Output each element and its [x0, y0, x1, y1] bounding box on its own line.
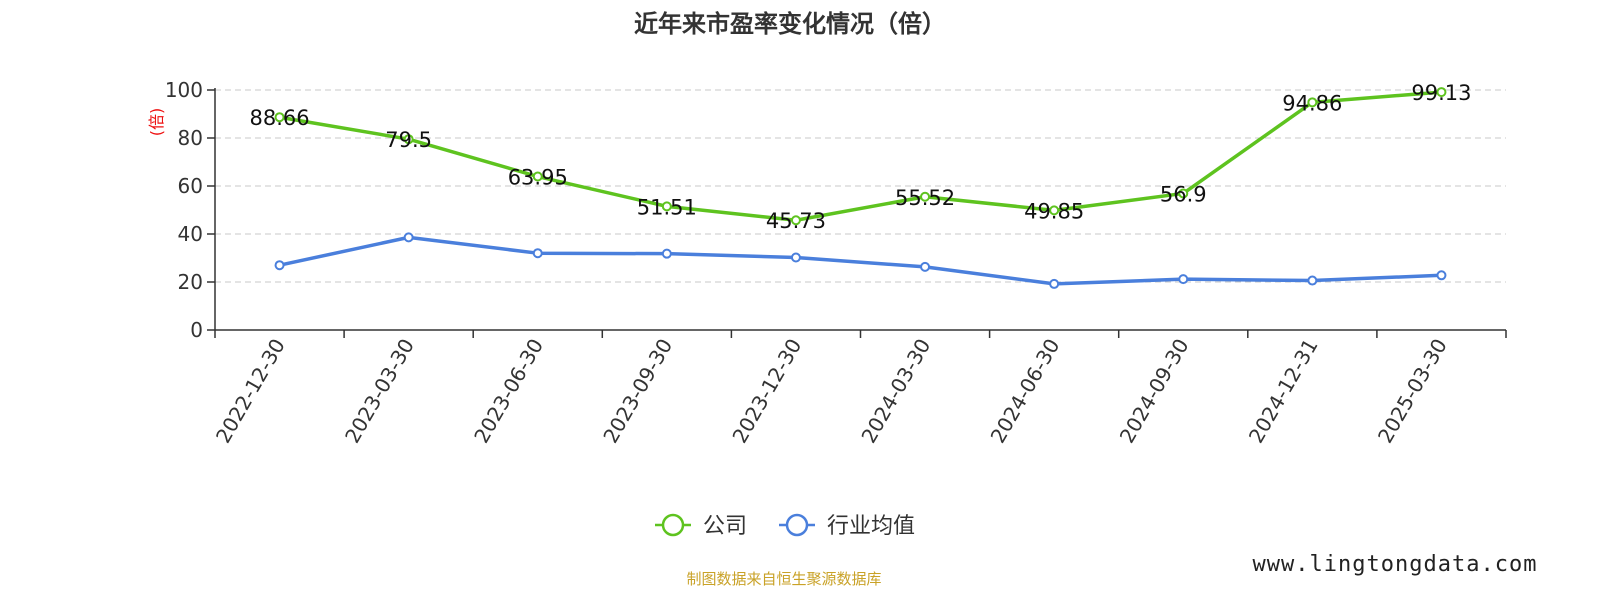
x-tick-label: 2024-03-30	[856, 335, 935, 448]
data-point	[1436, 270, 1447, 281]
data-point	[403, 232, 414, 243]
data-point	[1307, 97, 1318, 108]
legend-marker	[661, 513, 685, 537]
data-point	[1178, 188, 1189, 199]
series-line-1	[279, 235, 1442, 286]
x-tick-label: 2024-06-30	[986, 335, 1065, 448]
y-tick-label: 0	[190, 318, 203, 342]
x-tick-label: 2023-12-30	[727, 335, 806, 448]
data-point	[274, 112, 285, 123]
y-tick-label: 80	[178, 126, 203, 150]
data-point	[1307, 275, 1318, 286]
data-point	[1436, 87, 1447, 98]
y-tick-label: 40	[178, 222, 203, 246]
data-label: 79.5	[385, 128, 432, 152]
data-point	[790, 252, 801, 263]
data-point	[661, 201, 672, 212]
x-tick-label: 2024-12-31	[1244, 335, 1323, 448]
data-point	[532, 171, 543, 182]
x-tick-label: 2025-03-30	[1373, 335, 1452, 448]
data-label: 56.9	[1160, 182, 1207, 206]
data-label: 55.52	[895, 186, 955, 210]
data-label: 51.51	[637, 195, 697, 219]
data-label: 99.13	[1411, 81, 1471, 105]
y-tick-label: 20	[178, 270, 203, 294]
legend: 公司 行业均值	[655, 513, 915, 539]
y-tick-label: 60	[178, 174, 203, 198]
watermark: www.lingtongdata.com	[1253, 552, 1538, 577]
x-tick-label: 2023-03-30	[340, 335, 419, 448]
data-labels: 88.66 79.5 63.95 51.51 45.73 55.52 49.85 56.9 94…	[249, 81, 1471, 233]
data-point	[532, 248, 543, 259]
legend-label: 公司	[703, 514, 747, 539]
series-lines	[274, 87, 1447, 289]
data-point	[1049, 205, 1060, 216]
series-line-0	[279, 90, 1442, 222]
data-point	[920, 191, 931, 202]
data-point	[274, 260, 285, 271]
x-tick-label: 2022-12-30	[211, 335, 290, 448]
data-label: 94.86	[1282, 91, 1342, 115]
source-note: 制图数据来自恒生聚源数据库	[686, 570, 881, 588]
y-axis-label: (倍)	[147, 108, 166, 137]
data-point	[920, 261, 931, 272]
legend-label: 行业均值	[827, 514, 915, 539]
data-point	[790, 215, 801, 226]
data-point	[1178, 274, 1189, 285]
data-label: 88.66	[249, 106, 309, 130]
x-tick-label: 2024-09-30	[1115, 335, 1194, 448]
data-label: 63.95	[508, 166, 568, 190]
chart-title: 近年来市盈率变化情况（倍）	[634, 10, 946, 38]
data-point	[661, 248, 672, 259]
y-tick-label: 100	[165, 78, 203, 102]
data-label: 45.73	[766, 209, 826, 233]
data-point	[403, 134, 414, 145]
x-tick-label: 2023-09-30	[598, 335, 677, 448]
legend-marker	[785, 513, 809, 537]
data-label: 49.85	[1024, 199, 1084, 223]
data-point	[1049, 278, 1060, 289]
x-tick-label: 2023-06-30	[469, 335, 548, 448]
grid-lines	[215, 89, 1506, 283]
